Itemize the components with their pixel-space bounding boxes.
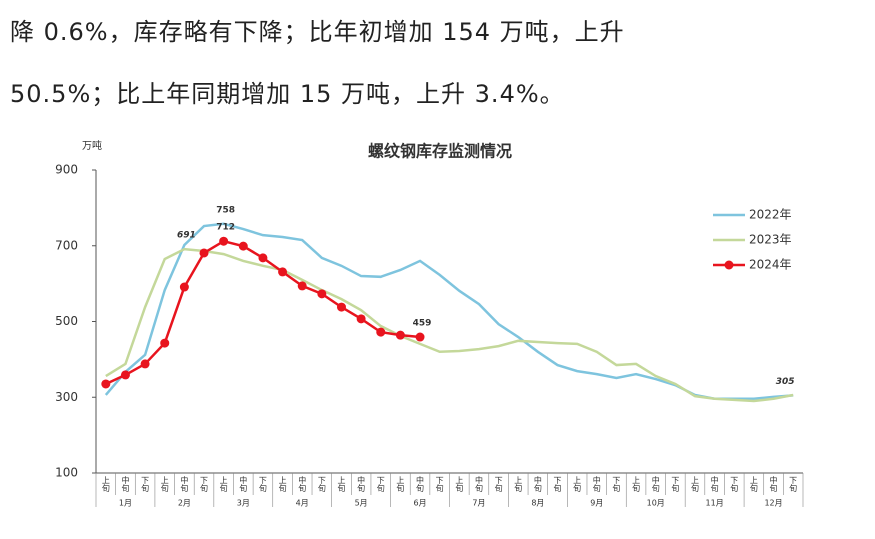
point: [336, 302, 346, 312]
x-tick-label: 中旬: [592, 475, 601, 493]
x-tick-label: 下旬: [376, 476, 385, 493]
x-tick-label: 中旬: [121, 475, 130, 493]
x-tick-label: 上旬: [514, 476, 523, 493]
month-label: 5月: [355, 499, 368, 508]
x-tick-label: 中旬: [533, 475, 542, 493]
month-label: 3月: [237, 499, 250, 508]
y-tick-label: 700: [55, 238, 78, 252]
point: [179, 282, 189, 292]
x-tick-label: 下旬: [258, 476, 267, 493]
point: [278, 267, 288, 277]
x-tick-label: 上旬: [160, 476, 169, 493]
month-label: 4月: [296, 499, 309, 508]
x-tick-label: 下旬: [671, 476, 680, 493]
x-tick-label: 上旬: [749, 476, 758, 493]
x-tick-label: 上旬: [219, 476, 228, 493]
month-label: 10月: [647, 499, 665, 508]
month-label: 1月: [119, 499, 132, 508]
point: [356, 314, 366, 324]
month-label: 9月: [590, 499, 603, 508]
x-tick-label: 下旬: [200, 476, 209, 493]
x-tick-label: 中旬: [357, 475, 366, 493]
x-tick-label: 下旬: [435, 476, 444, 493]
x-tick-label: 下旬: [553, 476, 562, 493]
x-tick-label: 上旬: [573, 476, 582, 493]
month-label: 11月: [706, 499, 724, 508]
x-tick-label: 下旬: [730, 476, 739, 493]
data-label: 305: [776, 377, 795, 387]
point: [140, 359, 150, 369]
data-label: 712: [216, 223, 235, 233]
month-label: 8月: [531, 499, 544, 508]
legend-marker: [724, 260, 734, 270]
legend-label: 2024年: [749, 258, 792, 272]
x-tick-label: 中旬: [769, 475, 778, 493]
series-line: [105, 239, 421, 386]
y-tick-label: 500: [55, 314, 78, 328]
x-tick-label: 中旬: [710, 475, 719, 493]
point: [101, 379, 111, 389]
x-tick-label: 上旬: [632, 476, 641, 493]
x-tick-label: 中旬: [416, 475, 425, 493]
x-tick-label: 上旬: [690, 476, 699, 493]
point: [219, 236, 229, 246]
x-tick-label: 下旬: [494, 476, 503, 493]
month-label: 2月: [178, 499, 191, 508]
x-tick-label: 中旬: [180, 475, 189, 493]
point: [415, 332, 425, 342]
legend-label: 2023年: [749, 233, 792, 247]
text-line: 50.5%；比上年同期增加 15 万吨，上升 3.4%。: [10, 80, 565, 108]
point: [199, 248, 209, 258]
x-tick-label: 下旬: [141, 476, 150, 493]
legend-label: 2022年: [749, 208, 792, 222]
point: [376, 327, 386, 337]
point: [297, 281, 307, 291]
point: [120, 370, 130, 380]
series-line: [105, 247, 794, 403]
data-label: 459: [413, 319, 432, 329]
point: [258, 253, 268, 263]
x-tick-label: 上旬: [455, 476, 464, 493]
x-tick-label: 下旬: [612, 476, 621, 493]
x-tick-label: 中旬: [474, 475, 483, 493]
point: [395, 330, 405, 340]
x-tick-label: 中旬: [298, 475, 307, 493]
y-tick-label: 900: [55, 163, 78, 177]
month-label: 12月: [764, 499, 782, 508]
x-tick-label: 下旬: [789, 476, 798, 493]
x-tick-label: 下旬: [317, 476, 326, 493]
text-line: 降 0.6%，库存略有下降；比年初增加 154 万吨，上升: [10, 18, 625, 46]
data-label: 691: [177, 231, 196, 241]
x-tick-label: 上旬: [278, 476, 287, 493]
point: [317, 289, 327, 299]
y-tick-label: 100: [55, 466, 78, 480]
y-tick-label: 300: [55, 390, 78, 404]
month-label: 7月: [472, 499, 485, 508]
x-tick-label: 上旬: [396, 476, 405, 493]
month-label: 6月: [413, 499, 426, 508]
point: [238, 241, 248, 251]
chart-title: 螺纹钢库存监测情况: [368, 142, 512, 161]
x-tick-label: 中旬: [239, 475, 248, 493]
y-axis-unit: 万吨: [82, 139, 102, 152]
point: [160, 338, 170, 348]
data-label: 758: [216, 205, 235, 215]
x-tick-label: 中旬: [651, 475, 660, 493]
x-tick-label: 上旬: [101, 476, 110, 493]
x-tick-label: 上旬: [337, 476, 346, 493]
